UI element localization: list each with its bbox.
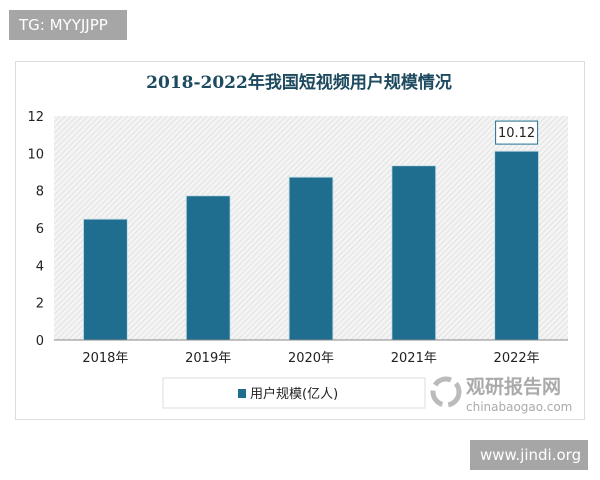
logo-cn: 观研报告网 (466, 375, 561, 398)
y-tick-label: 10 (27, 147, 44, 162)
legend (162, 377, 426, 409)
watermark-tg: TG: MYYJJPP (9, 10, 127, 40)
x-tick-label: 2018年 (82, 351, 128, 366)
x-tick-label: 2020年 (288, 351, 334, 366)
y-tick-label: 6 (36, 222, 44, 237)
y-tick-label: 0 (36, 334, 44, 349)
y-tick-label: 8 (36, 185, 44, 200)
bar (494, 150, 540, 341)
y-tick-label: 4 (36, 259, 44, 274)
bar (185, 195, 231, 341)
logo-url: chinabaogao.com (466, 400, 572, 414)
watermark-jindi: www.jindi.org (470, 440, 588, 470)
data-label-box (495, 120, 539, 145)
logo-swirl-icon (430, 376, 462, 408)
legend-swatch (238, 389, 246, 398)
chart-title: 2018-2022年我国短视频用户规模情况 (146, 72, 452, 93)
y-tick-label: 2 (36, 297, 44, 312)
legend-label: 用户规模(亿人) (250, 386, 338, 402)
x-tick-label: 2021年 (391, 351, 437, 366)
x-tick-label: 2022年 (494, 351, 540, 366)
x-tick-label: 2019年 (185, 351, 231, 366)
bar (391, 165, 437, 341)
data-label: 10.12 (498, 126, 535, 141)
y-tick-label: 12 (27, 110, 44, 125)
bar (288, 176, 334, 341)
bar (82, 218, 128, 341)
chinabaogao-logo: 观研报告网 chinabaogao.com (430, 375, 572, 414)
